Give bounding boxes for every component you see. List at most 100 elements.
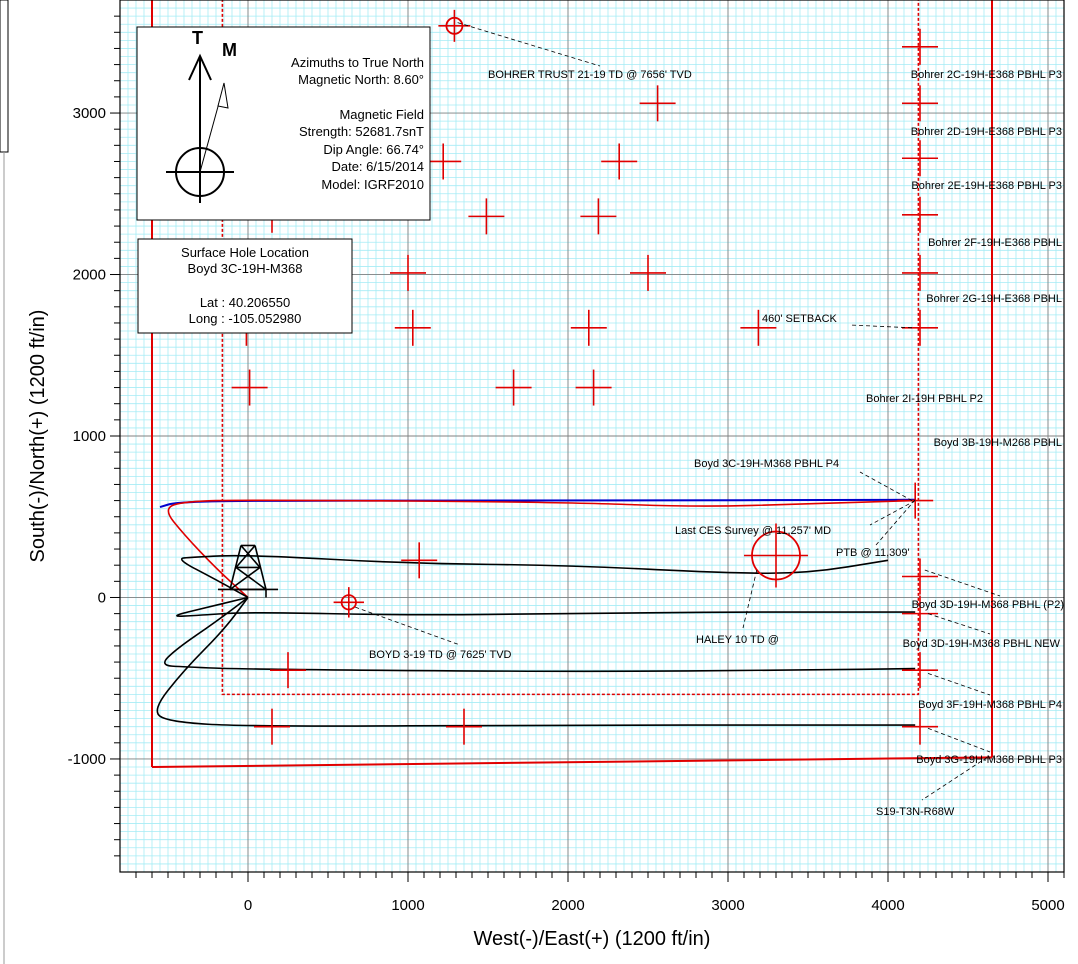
- north-box-line-5: Strength: 52681.7snT: [299, 124, 424, 139]
- target-cross: [902, 28, 938, 65]
- circle-targets: [333, 9, 808, 618]
- trace-actual-3c: [167, 499, 916, 599]
- target-cross: [902, 85, 938, 122]
- y-axis-title: South(-)/North(+) (1200 ft/in): [27, 310, 49, 563]
- setback-line: [221, 0, 920, 696]
- target-cross: [639, 85, 676, 122]
- leader-last-ces: [869, 500, 916, 526]
- rig-strut: [254, 545, 267, 590]
- north-box-line-1: Azimuths to True North: [291, 55, 424, 70]
- magnetic-north-label: M: [222, 40, 237, 60]
- target-cross: [902, 595, 938, 632]
- label-bohrer-2g: Bohrer 2G-19H-E368 PBHL: [926, 293, 1062, 305]
- y-tick-label: 0: [98, 589, 106, 606]
- rig-strut: [235, 566, 267, 591]
- rig-strut: [229, 545, 242, 590]
- lease-outer-boundary: [151, 0, 993, 768]
- rig-strut: [235, 544, 256, 569]
- label-bohrer-2e: Bohrer 2E-19H-E368 PBHL P3: [911, 180, 1062, 192]
- target-cross: [254, 708, 290, 745]
- y-tick-label: 1000: [73, 428, 106, 445]
- y-tick-label: -1000: [68, 751, 106, 768]
- leader-setback: [849, 324, 913, 329]
- label-last-ces: Last CES Survey @ 11,257' MD: [675, 525, 831, 537]
- label-boyd-3g: Boyd 3G-19H-M368 PBHL P3: [916, 754, 1062, 766]
- target-cross: [401, 542, 438, 579]
- left-window-edge: [0, 0, 9, 964]
- leader-bohrer-trust: [457, 22, 601, 67]
- x-tick-label: 3000: [711, 897, 744, 914]
- target-cross: [425, 143, 462, 180]
- label-bohrer-trust: BOHRER TRUST 21-19 TD @ 7656' TVD: [488, 69, 692, 81]
- lease-south-line: [151, 756, 993, 769]
- target-cross: [446, 708, 482, 745]
- label-bohrer-2d: Bohrer 2D-19H-E368 PBHL P3: [911, 126, 1062, 138]
- leader-boyd-3f: [927, 673, 991, 696]
- surface-box-long: Long : -105.052980: [189, 311, 302, 326]
- label-boyd-3d-p2: Boyd 3D-19H-M368 PBHL (P2): [912, 599, 1064, 611]
- surface-box-well: Boyd 3C-19H-M368: [188, 261, 303, 276]
- label-boyd-3f: Boyd 3F-19H-M368 PBHL P4: [918, 699, 1062, 711]
- trace-well-3: [164, 596, 916, 673]
- north-box-line-4: Magnetic Field: [339, 107, 424, 122]
- rig-strut: [229, 566, 261, 591]
- surface-box-title: Surface Hole Location: [181, 245, 309, 260]
- y-axis-ticks: -1000 0 1000 2000 3000: [68, 15, 120, 857]
- north-box-line-7: Date: 6/15/2014: [331, 159, 424, 174]
- wellbore-traces: [156, 498, 916, 727]
- x-tick-label: 0: [244, 897, 252, 914]
- target-cross: [394, 309, 431, 346]
- leader-s19: [921, 757, 988, 801]
- target-cross: [902, 652, 938, 689]
- label-ptb: PTB @ 11,309': [836, 547, 910, 559]
- target-cross: [902, 196, 938, 233]
- north-box-line-6: Dip Angle: 66.74°: [323, 142, 424, 157]
- label-setback: 460' SETBACK: [762, 313, 838, 325]
- circle-target: [744, 523, 808, 588]
- target-cross: [390, 254, 426, 291]
- true-north-label: T: [192, 28, 203, 48]
- target-cross: [740, 309, 777, 346]
- leader-boyd-3d-new: [927, 613, 991, 635]
- circle-target: [333, 587, 364, 618]
- well-labels: BOHRER TRUST 21-19 TD @ 7656' TVD Bohrer …: [369, 69, 1064, 818]
- target-cross: [231, 369, 268, 406]
- leader-boyd-3c: [859, 471, 913, 501]
- x-tick-label: 4000: [871, 897, 904, 914]
- surface-box-lat: Lat : 40.206550: [200, 295, 290, 310]
- label-s19: S19-T3N-R68W: [876, 806, 955, 818]
- target-cross: [902, 558, 938, 595]
- label-boyd-3c: Boyd 3C-19H-M368 PBHL P4: [694, 458, 839, 470]
- x-axis-ticks: 0 1000 2000 3000 4000 5000: [135, 872, 1065, 914]
- x-tick-label: 5000: [1031, 897, 1064, 914]
- leader-haley-10: [742, 569, 758, 629]
- target-cross: [495, 369, 532, 406]
- circle-target: [438, 9, 471, 42]
- y-tick-label: 3000: [73, 105, 106, 122]
- surface-location-box: Surface Hole Location Boyd 3C-19H-M368 L…: [137, 238, 353, 334]
- target-cross: [270, 652, 306, 689]
- drilling-rig-icon: [218, 544, 278, 598]
- leader-lines: [355, 22, 1001, 801]
- label-bohrer-2i: Bohrer 2I-19H PBHL P2: [866, 393, 983, 405]
- north-box-line-8: Model: IGRF2010: [321, 177, 424, 192]
- target-cross: [902, 140, 938, 177]
- leader-boyd-3-19: [355, 606, 461, 646]
- label-bohrer-2f: Bohrer 2F-19H-E368 PBHL: [928, 237, 1062, 249]
- label-bohrer-2c: Bohrer 2C-19H-E368 PBHL P3: [911, 69, 1062, 81]
- trace-well-2: [176, 596, 916, 617]
- target-cross: [570, 309, 607, 346]
- rig-strut: [240, 544, 261, 569]
- trace-well-1: [180, 554, 889, 599]
- target-cross: [468, 198, 505, 235]
- target-cross: [902, 708, 938, 745]
- label-boyd-3d-new: Boyd 3D-19H-M368 PBHL NEW: [903, 638, 1061, 650]
- leader-boyd-3d-p2: [924, 569, 1001, 597]
- lease-boundary: [151, 0, 993, 769]
- target-cross: [902, 254, 938, 291]
- target-cross: [601, 143, 638, 180]
- label-boyd-3-19: BOYD 3-19 TD @ 7625' TVD: [369, 649, 512, 661]
- label-haley-10: HALEY 10 TD @: [696, 634, 779, 646]
- leader-ptb: [875, 499, 916, 546]
